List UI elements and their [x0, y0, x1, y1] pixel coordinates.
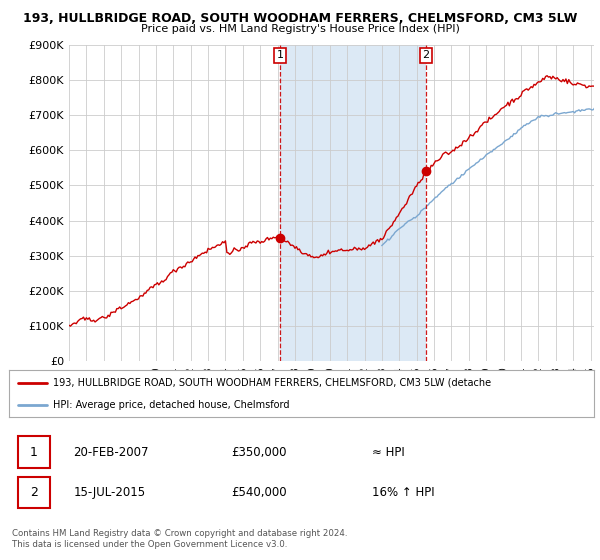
Text: Price paid vs. HM Land Registry's House Price Index (HPI): Price paid vs. HM Land Registry's House …	[140, 24, 460, 34]
Text: Contains HM Land Registry data © Crown copyright and database right 2024.
This d: Contains HM Land Registry data © Crown c…	[12, 529, 347, 549]
Text: 1: 1	[30, 446, 38, 459]
Bar	[280, 45, 426, 361]
Text: 2: 2	[422, 50, 430, 60]
Text: £540,000: £540,000	[232, 486, 287, 499]
Text: 2: 2	[30, 486, 38, 499]
Text: HPI: Average price, detached house, Chelmsford: HPI: Average price, detached house, Chel…	[53, 400, 289, 410]
Text: 1: 1	[277, 50, 283, 60]
Text: 193, HULLBRIDGE ROAD, SOUTH WOODHAM FERRERS, CHELMSFORD, CM3 5LW: 193, HULLBRIDGE ROAD, SOUTH WOODHAM FERR…	[23, 12, 577, 25]
Text: 15-JUL-2015: 15-JUL-2015	[73, 486, 145, 499]
FancyBboxPatch shape	[18, 436, 50, 468]
Text: ≈ HPI: ≈ HPI	[372, 446, 404, 459]
FancyBboxPatch shape	[18, 477, 50, 508]
Text: 16% ↑ HPI: 16% ↑ HPI	[372, 486, 434, 499]
Text: £350,000: £350,000	[232, 446, 287, 459]
Text: 20-FEB-2007: 20-FEB-2007	[73, 446, 149, 459]
Text: 193, HULLBRIDGE ROAD, SOUTH WOODHAM FERRERS, CHELMSFORD, CM3 5LW (detache: 193, HULLBRIDGE ROAD, SOUTH WOODHAM FERR…	[53, 378, 491, 388]
